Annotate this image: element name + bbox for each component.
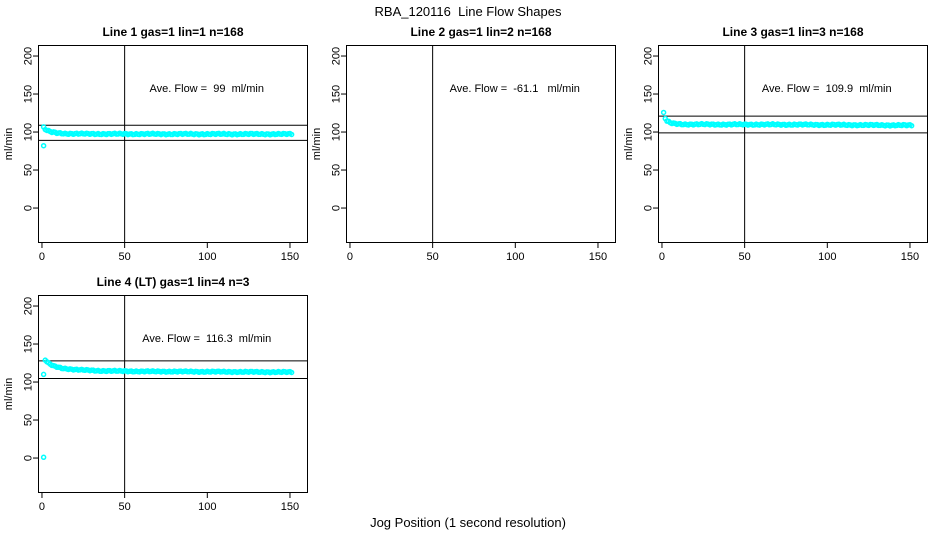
x-tick-label: 0 <box>39 251 45 263</box>
y-tick-label: 50 <box>331 164 343 176</box>
y-tick-label: 150 <box>643 85 655 103</box>
x-tick-label: 50 <box>739 251 751 263</box>
y-tick-label: 200 <box>23 47 35 65</box>
y-tick-label: 150 <box>23 335 35 353</box>
subplot-title: Line 3 gas=1 lin=3 n=168 <box>722 25 864 39</box>
x-tick-label: 100 <box>198 501 216 513</box>
y-tick-label: 150 <box>331 85 343 103</box>
x-tick-label: 50 <box>119 501 131 513</box>
x-tick-label: 0 <box>347 251 353 263</box>
subplot-line-2: Line 2 gas=1 lin=2 n=168 ml/min 0 50 100 15… <box>311 25 616 263</box>
figure-title: RBA_120116 Line Flow Shapes <box>374 4 562 19</box>
plot-box <box>38 45 308 243</box>
x-tick-label: 150 <box>281 501 299 513</box>
y-tick-label: 0 <box>643 205 655 211</box>
x-tick-label: 0 <box>659 251 665 263</box>
y-tick-label: 50 <box>22 414 34 426</box>
subplot-title: Line 1 gas=1 lin=1 n=168 <box>102 25 244 39</box>
outlier-point <box>40 454 47 461</box>
x-tick-label: 100 <box>818 251 836 263</box>
y-tick-label: 50 <box>643 164 655 176</box>
y-tick-label: 100 <box>23 373 35 391</box>
plot-box <box>658 45 928 243</box>
x-tick-label: 150 <box>589 251 607 263</box>
y-tick-label: 100 <box>23 123 35 141</box>
subplot-line-3: Line 3 gas=1 lin=3 n=168 ml/min 0 50 100 15… <box>623 25 928 263</box>
x-tick-label: 150 <box>281 251 299 263</box>
ave-flow-label: Ave. Flow = 116.3 ml/min <box>142 333 272 345</box>
y-axis-label: ml/min <box>623 127 635 161</box>
data-point <box>288 369 295 376</box>
data-point <box>908 122 915 129</box>
x-tick-label: 50 <box>119 251 131 263</box>
data-point <box>288 131 295 138</box>
data-point <box>660 109 667 116</box>
ave-flow-label: Ave. Flow = 99 ml/min <box>149 83 264 95</box>
outlier-point <box>40 371 47 378</box>
y-tick-label: 150 <box>23 85 35 103</box>
x-tick-label: 0 <box>39 501 45 513</box>
x-tick-label: 50 <box>427 251 439 263</box>
y-tick-label: 100 <box>331 123 343 141</box>
x-tick-label: 100 <box>506 251 524 263</box>
plot-canvas: 0 50 100 150 0 50 100 150 200 <box>22 45 308 263</box>
y-tick-label: 0 <box>23 455 35 461</box>
ave-flow-label: Ave. Flow = -61.1 ml/min <box>449 83 580 95</box>
plot-canvas: 0 50 100 150 0 50 100 150 200 <box>22 295 308 513</box>
subplot-title: Line 2 gas=1 lin=2 n=168 <box>410 25 552 39</box>
y-axis-label: ml/min <box>3 127 15 161</box>
x-axis-label: Jog Position (1 second resolution) <box>370 515 566 530</box>
y-tick-label: 0 <box>331 205 343 211</box>
subplot-title: Line 4 (LT) gas=1 lin=4 n=3 <box>96 275 250 289</box>
y-tick-label: 200 <box>23 297 35 315</box>
plot-box <box>346 45 616 243</box>
outlier-point <box>40 142 47 149</box>
plot-box <box>38 295 308 493</box>
y-axis-label: ml/min <box>3 377 15 411</box>
ave-flow-label: Ave. Flow = 109.9 ml/min <box>761 83 892 95</box>
y-axis-label: ml/min <box>311 127 323 161</box>
y-tick-label: 50 <box>22 164 34 176</box>
plot-canvas: 0 50 100 150 0 50 100 150 200 <box>331 45 616 263</box>
y-tick-label: 0 <box>23 205 35 211</box>
y-tick-label: 200 <box>643 47 655 65</box>
subplot-line-4: Line 4 (LT) gas=1 lin=4 n=3 ml/min 0 50 10… <box>3 275 308 513</box>
x-tick-label: 150 <box>901 251 919 263</box>
subplot-line-1: Line 1 gas=1 lin=1 n=168 ml/min 0 50 100 15… <box>3 25 308 263</box>
y-tick-label: 100 <box>643 123 655 141</box>
x-tick-label: 100 <box>198 251 216 263</box>
y-tick-label: 200 <box>331 47 343 65</box>
plot-canvas: 0 50 100 150 0 50 100 150 200 <box>643 45 928 263</box>
